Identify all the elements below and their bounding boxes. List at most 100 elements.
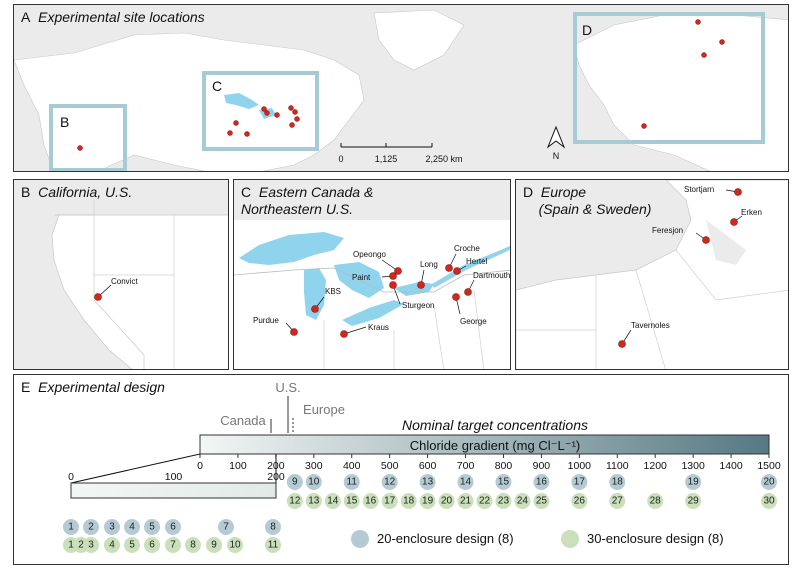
- enclosure-30-label: 21: [460, 496, 472, 507]
- enclosure-30-marker: [265, 537, 281, 553]
- zoom-tick-label: 100: [165, 471, 183, 483]
- inset-box-b: [49, 104, 127, 171]
- zoom-tick-label: 0: [68, 471, 74, 483]
- enclosure-20-label: 8: [270, 522, 276, 533]
- enclosure-30-marker: [144, 537, 160, 553]
- enclosure-30-label: 2: [78, 540, 84, 551]
- enclosure-30-label: 3: [88, 540, 94, 551]
- enclosure-30-label: 9: [211, 540, 217, 551]
- north-arrow-icon: N: [546, 125, 566, 161]
- enclosure-30-marker: [685, 493, 702, 509]
- enclosure-30-marker: [647, 493, 664, 509]
- europe-map: Stortjarn Erken Feresjon Tavernoles: [516, 180, 788, 369]
- enclosure-20-marker: [533, 474, 550, 490]
- enclosure-20-marker: [343, 474, 360, 490]
- enclosure-30-marker: [438, 493, 455, 509]
- enclosure-30-label: 15: [346, 496, 358, 507]
- enclosure-20-marker: [63, 519, 79, 535]
- panel-d-title: D Europe (Spain & Sweden): [523, 184, 652, 217]
- main-tick-label: 100: [229, 460, 247, 472]
- enclosure-20-label: 12: [384, 477, 396, 488]
- enclosure-20-label: 6: [170, 522, 176, 533]
- enclosure-20-label: 2: [88, 522, 94, 533]
- site-label-long: Long: [420, 260, 438, 269]
- site-dots-d: [618, 188, 742, 348]
- enclosure-20-marker: [419, 474, 436, 490]
- site-label-opeongo: Opeongo: [353, 250, 386, 259]
- enclosure-30-marker: [495, 493, 512, 509]
- enclosure-30-marker: [514, 493, 531, 509]
- zoom-gradient-bar: [70, 482, 277, 499]
- enclosure-30-label: 13: [308, 496, 320, 507]
- panel-c-map: C Eastern Canada & Northeastern U.S.: [233, 179, 511, 370]
- legend-30-label: 30-enclosure design (8): [587, 531, 724, 546]
- main-tick-label: 1300: [681, 460, 705, 472]
- marker-europe-label: Europe: [303, 402, 345, 417]
- site-label-hertel: Hertel: [466, 257, 488, 266]
- enclosure-20-label: 1: [68, 522, 74, 533]
- enclosure-30-label: 22: [479, 496, 491, 507]
- enclosure-20-marker: [457, 474, 474, 490]
- panel-b-map: B California, U.S. Convict: [13, 179, 229, 370]
- site-label-convict: Convict: [111, 277, 138, 286]
- main-tick-label: 600: [419, 460, 437, 472]
- panel-c-title: C Eastern Canada & Northeastern U.S.: [241, 184, 374, 217]
- zoom-axis: 0 100 200: [68, 471, 285, 483]
- site-label-stortjarn: Stortjarn: [684, 185, 714, 194]
- main-tick-label: 800: [495, 460, 513, 472]
- enclosure-30-label: 8: [190, 540, 196, 551]
- enclosure-20-label: 16: [536, 477, 548, 488]
- enclosure-30-label: 20: [441, 496, 453, 507]
- enclosure-20-marker: [381, 474, 398, 490]
- enclosure-20-label: 17: [574, 477, 586, 488]
- site-label-kbs: KBS: [325, 287, 341, 296]
- site-dots-c: [290, 264, 472, 338]
- enclosure-30-label: 4: [109, 540, 115, 551]
- enclosure-20-label: 11: [347, 477, 358, 488]
- enclosure-20-label: 15: [498, 477, 510, 488]
- main-axis: 0 100 200 300 400 500 600 700 800 900 1000 1100 1200…: [197, 454, 781, 472]
- enclosure-20-marker: [144, 519, 160, 535]
- enclosure-30-marker: [419, 493, 436, 509]
- enclosure-30-marker: [227, 537, 243, 553]
- enclosure-30-marker: [400, 493, 417, 509]
- panel-a-title: A Experimental site locations: [21, 9, 205, 25]
- enclosure-20-marker: [685, 474, 702, 490]
- enclosure-30-label: 1: [68, 540, 74, 551]
- main-tick-label: 500: [381, 460, 399, 472]
- enclosure-30-label: 7: [170, 540, 176, 551]
- nominal-label: Nominal target concentrations: [402, 417, 588, 433]
- enclosure-20-label: 7: [223, 522, 229, 533]
- enclosure-30-marker: [457, 493, 474, 509]
- site-label-croche: Croche: [454, 244, 480, 253]
- enclosure-30-label: 19: [422, 496, 434, 507]
- enclosure-20-marker: [305, 474, 322, 490]
- marker-canada-label: Canada: [220, 413, 266, 428]
- site-label-george: George: [460, 317, 487, 326]
- gradient-bar: [199, 434, 770, 455]
- enclosure-30-marker: [571, 493, 588, 509]
- enclosure-markers: 1 2 3 4 5 6 7 89 10 11 12 13 14 15 16 17 18 19 201 2 3 4 5 6 7 8 9…: [63, 474, 777, 553]
- enclosure-30-label: 29: [688, 496, 700, 507]
- enclosure-30-label: 5: [129, 540, 135, 551]
- main-tick-label: 1500: [757, 460, 781, 472]
- main-tick-label: 0: [197, 460, 203, 472]
- enclosure-30-marker: [206, 537, 222, 553]
- enclosure-20-label: 3: [109, 522, 115, 533]
- enclosure-30-marker: [476, 493, 493, 509]
- lake-superior: [239, 232, 344, 265]
- enclosure-20-marker: [495, 474, 512, 490]
- site-label-paint: Paint: [352, 273, 371, 282]
- enclosure-20-marker: [83, 519, 99, 535]
- svg-text:2,250 km: 2,250 km: [425, 154, 462, 164]
- enclosure-20-label: 13: [422, 477, 434, 488]
- inset-box-d: [573, 12, 765, 144]
- enclosure-30-label: 12: [289, 496, 301, 507]
- site-label-kraus: Kraus: [368, 323, 389, 332]
- enclosure-30-label: 30: [763, 496, 775, 507]
- enclosure-30-label: 27: [612, 496, 624, 507]
- scale-bar: 0 1,125 2,250 km: [338, 143, 463, 164]
- svg-text:N: N: [553, 151, 560, 161]
- site-label-dartmouth: Dartmouth: [473, 271, 510, 280]
- design-chart: U.S. Europe Canada Nominal target concen…: [63, 380, 781, 553]
